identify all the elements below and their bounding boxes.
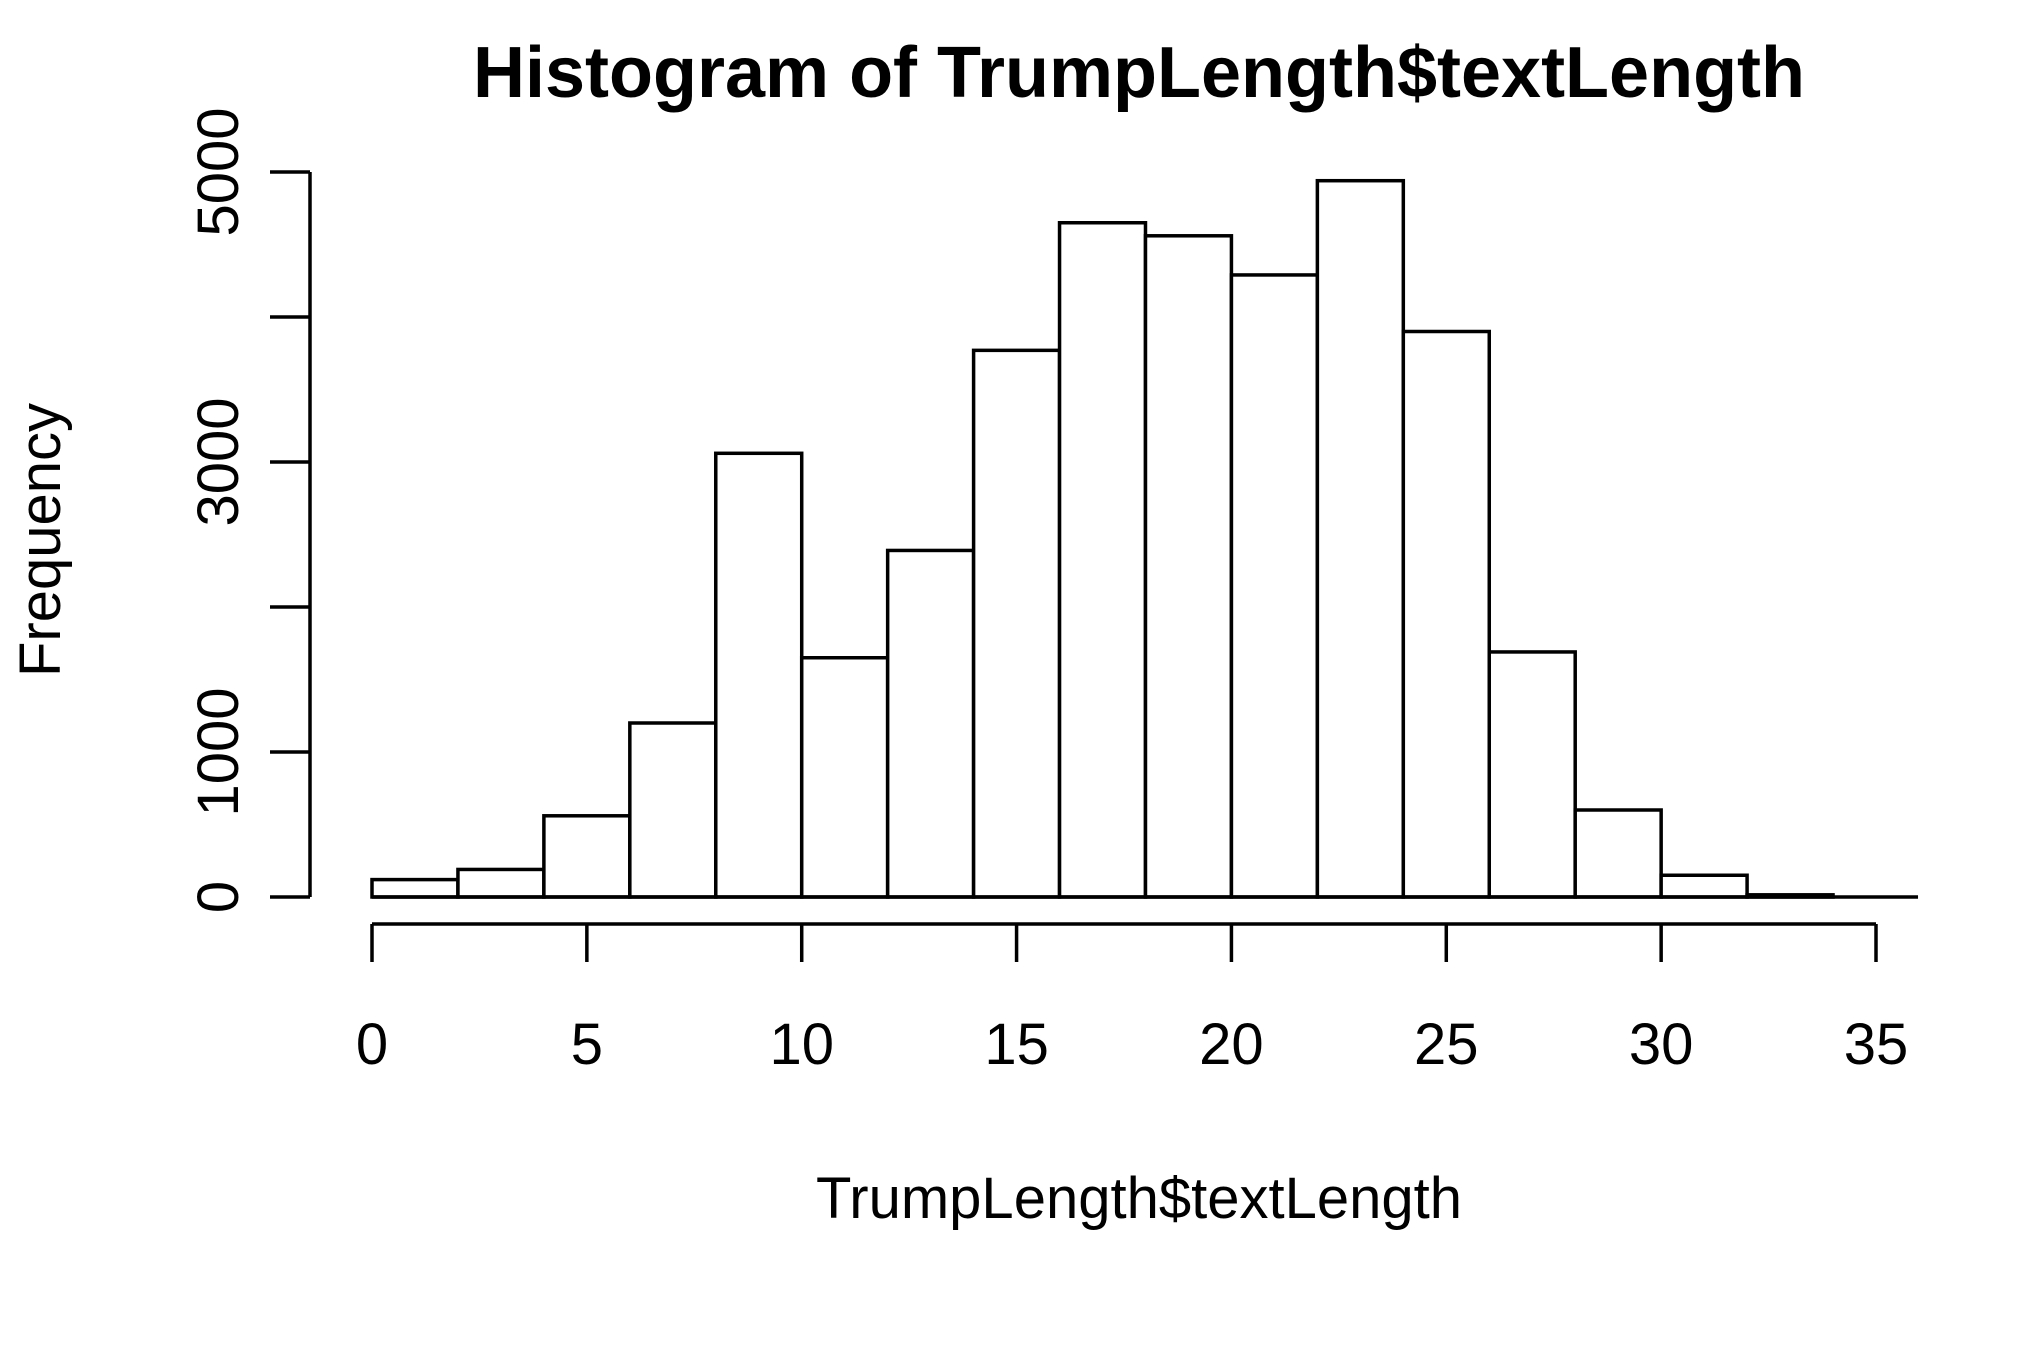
histogram-bar — [1487, 650, 1577, 899]
y-tick-label: 1000 — [186, 687, 251, 816]
histogram-bar — [1401, 329, 1492, 899]
y-axis: 0 1000 3000 5000 — [186, 107, 312, 913]
x-tick-label: 30 — [1629, 1012, 1694, 1077]
y-tick-label: 3000 — [186, 397, 251, 526]
y-axis-label: Frequency — [8, 403, 73, 677]
x-axis-label: TrumpLength$textLength — [816, 1166, 1462, 1231]
histogram-bar — [714, 451, 804, 899]
histogram-bar — [1659, 873, 1749, 899]
x-tick-label: 0 — [356, 1012, 388, 1077]
bars-group — [370, 178, 1919, 899]
x-tick-label: 10 — [769, 1012, 834, 1077]
chart-title: Histogram of TrumpLength$textLength — [473, 33, 1805, 113]
histogram-bar — [628, 721, 718, 899]
histogram-bar — [885, 548, 976, 899]
histogram-bar — [1057, 221, 1148, 899]
histogram-bar — [1229, 273, 1320, 899]
histogram-bar — [971, 348, 1062, 899]
x-tick-label: 15 — [984, 1012, 1049, 1077]
histogram-bar — [370, 877, 460, 899]
x-tick-label: 20 — [1199, 1012, 1264, 1077]
x-tick-label: 35 — [1844, 1012, 1909, 1077]
histogram-bar — [456, 867, 546, 899]
histogram-bar — [799, 656, 890, 899]
x-tick-label: 25 — [1414, 1012, 1479, 1077]
histogram-bar — [542, 814, 632, 899]
y-tick-label: 5000 — [186, 107, 251, 236]
y-tick-label: 0 — [186, 881, 251, 913]
x-tick-label: 5 — [571, 1012, 603, 1077]
histogram-bar — [1143, 234, 1234, 899]
x-axis: 0 5 10 15 20 25 30 35 — [356, 922, 1909, 1077]
histogram-bar — [1315, 178, 1406, 899]
histogram-bar — [1573, 808, 1663, 899]
